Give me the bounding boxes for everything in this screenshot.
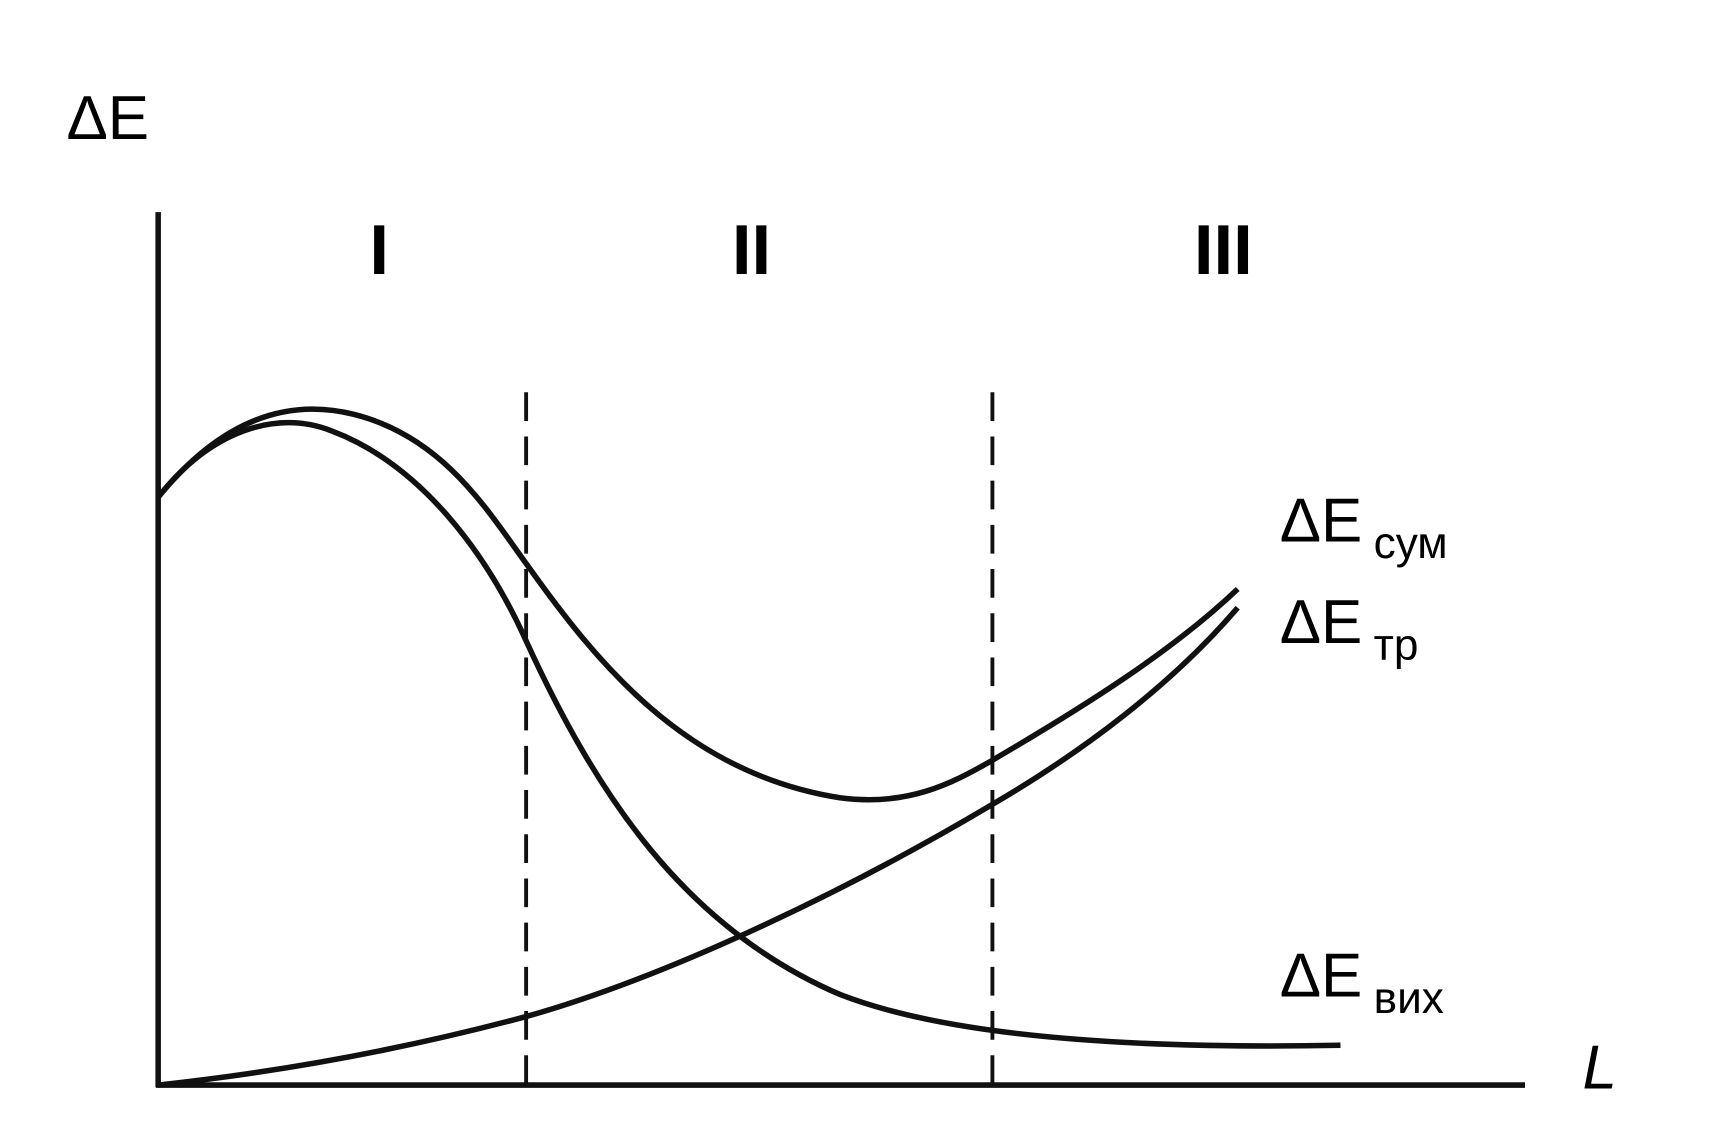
y-axis-label: ΔE <box>66 84 149 153</box>
zone-label: II <box>732 210 771 289</box>
curve-friction <box>157 605 1240 1088</box>
curve-symbol: ΔE <box>1280 486 1363 555</box>
curve-subscript: сум <box>1374 519 1448 568</box>
curve-subscript: тр <box>1374 621 1419 670</box>
curve-subscript: вих <box>1374 974 1444 1023</box>
x-axis-label: L <box>1582 1033 1616 1102</box>
curve-vortex <box>155 419 1341 1049</box>
zone-label: I <box>369 210 389 289</box>
zone-label: III <box>1194 210 1253 289</box>
curve-symbol: ΔE <box>1280 588 1363 657</box>
curve-sum <box>156 406 1240 803</box>
curve-symbol: ΔE <box>1280 942 1363 1011</box>
